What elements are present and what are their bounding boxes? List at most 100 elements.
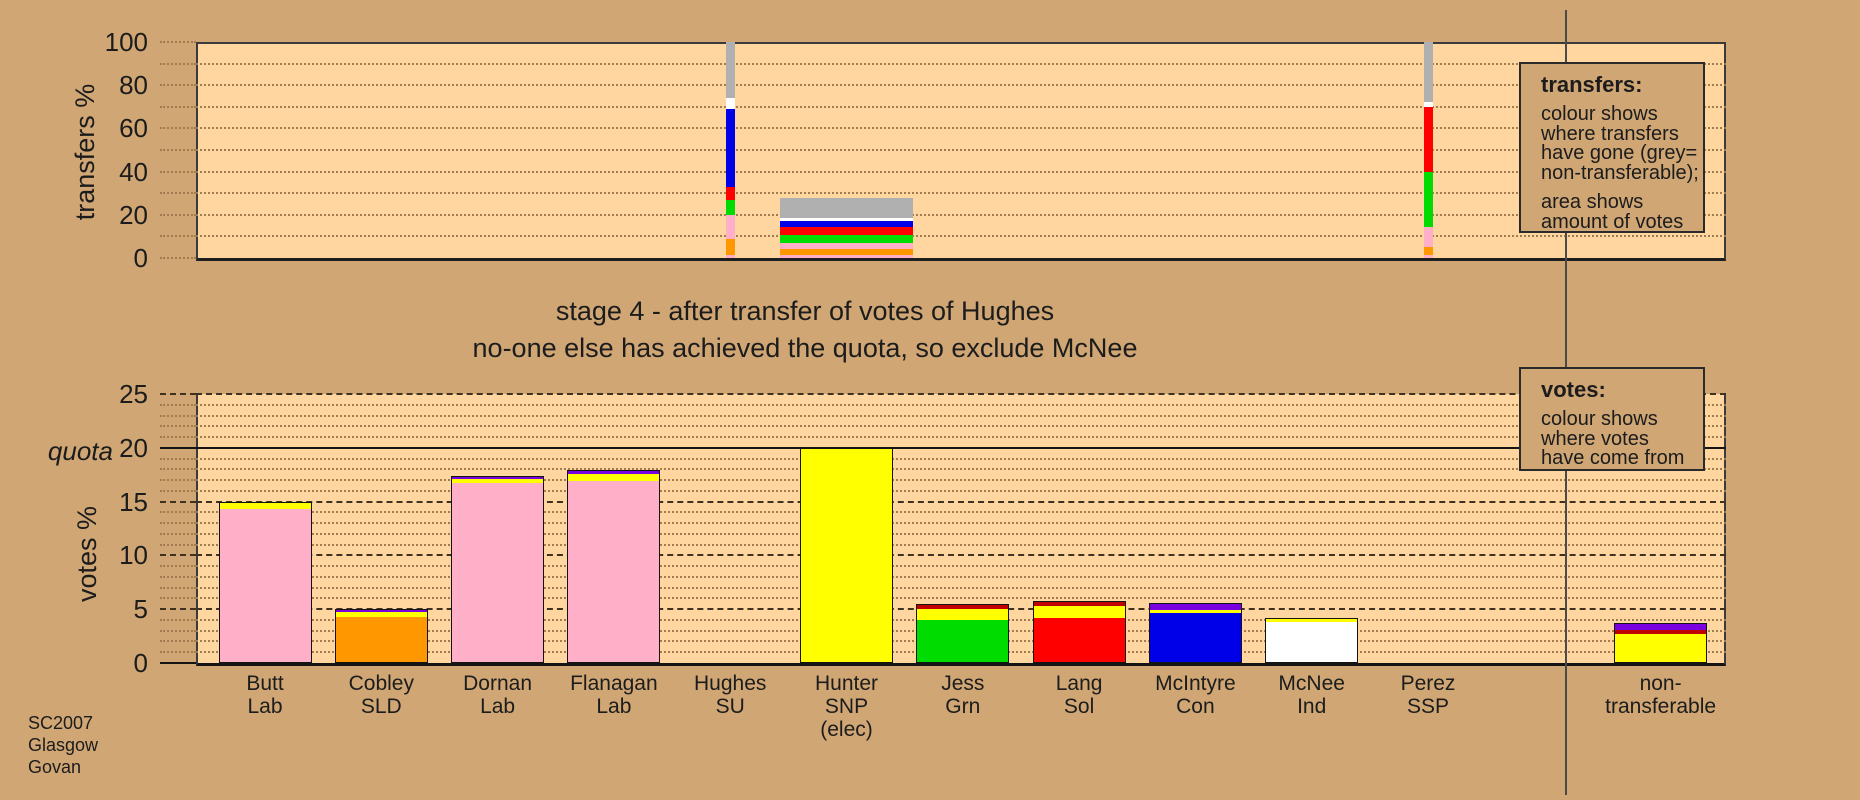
x-category-label-line: (elec) — [820, 718, 873, 741]
x-category-label-line: Flanagan — [570, 672, 658, 695]
gridline — [196, 425, 1726, 428]
x-category-label-line: Lang — [1055, 672, 1103, 695]
vote-bar-non-transferable — [1614, 623, 1708, 663]
axis-tick-mark — [160, 213, 196, 216]
vote-bar-Hunter — [800, 447, 893, 663]
x-category-label-line: SSP — [1406, 695, 1450, 718]
transfers-legend: transfers: colour shows where transfers ha… — [1519, 62, 1705, 233]
axis-tick-mark — [160, 629, 196, 632]
legend-text-line: colour shows — [1541, 408, 1658, 430]
axis-tick-mark — [160, 479, 196, 482]
election-id-text: SC2007 Glasgow Govan — [28, 712, 98, 778]
gridline — [196, 543, 1726, 546]
votes-legend-title: votes: — [1541, 377, 1606, 402]
bar-segment-mcnee — [1423, 102, 1433, 107]
x-category-label-dornan: Dornan Lab — [423, 672, 573, 718]
bar-segment-hughes — [1149, 603, 1241, 610]
x-category-label-line: Grn — [945, 695, 981, 718]
bar-segment-jess — [780, 235, 913, 243]
y-tick-label: 60 — [119, 113, 148, 144]
bar-segment-first-preferences — [568, 480, 660, 662]
gridline — [196, 84, 1726, 87]
y-tick-label: 20 — [119, 199, 148, 230]
axis-tick-mark — [160, 62, 196, 65]
bar-segment-first-preferences — [219, 508, 311, 662]
gridline — [196, 575, 1726, 578]
x-category-label-line: Lab — [480, 695, 516, 718]
bar-segment-lang — [725, 186, 735, 200]
bar-segment-first-preferences — [801, 448, 892, 662]
bar-segment-hughes — [568, 471, 660, 475]
bar-segment-non-transferable — [1423, 42, 1433, 103]
gridline — [196, 170, 1726, 173]
vote-bar-Flanagan — [567, 470, 661, 663]
axis-tick-mark — [160, 586, 196, 589]
axis-tick-mark — [160, 457, 196, 460]
legend-text-line: area shows — [1541, 191, 1644, 213]
x-category-label-line: Hughes — [693, 672, 767, 695]
axis-tick-mark — [160, 565, 196, 568]
legend-text-line: amount of votes — [1541, 210, 1684, 233]
gridline — [196, 235, 1726, 238]
x-category-label-line: Perez — [1400, 672, 1456, 695]
x-category-label-line: Jess — [941, 672, 985, 695]
x-category-label-line: Con — [1176, 695, 1215, 718]
axis-tick-mark — [160, 403, 196, 406]
axis-tick-mark — [160, 84, 196, 87]
bar-segment-cobley — [780, 249, 913, 255]
y-tick-label: 5 — [133, 594, 148, 625]
gridline — [196, 457, 1726, 460]
bar-segment-hughes — [335, 610, 427, 612]
gridline — [196, 489, 1726, 492]
gridline — [196, 192, 1726, 195]
gridline — [196, 500, 1726, 503]
vote-bar-Jess — [916, 604, 1010, 663]
election-id-line: SC2007 — [28, 713, 94, 733]
bar-segment-first-preferences — [1033, 618, 1125, 662]
bar-segment-dornan-flanagan — [1423, 226, 1433, 248]
bar-segment-dornan-flanagan — [780, 242, 913, 250]
gridline — [196, 414, 1726, 417]
bar-segment-mcintyre — [725, 108, 735, 187]
gridline — [196, 149, 1726, 151]
axis-tick-mark — [160, 511, 196, 514]
transfer-bar-Hughes — [725, 42, 735, 258]
transfer-bar-Perez — [1423, 42, 1433, 258]
x-category-label-line: SLD — [360, 695, 402, 718]
axis-tick-mark — [160, 393, 196, 395]
gridline — [196, 393, 1726, 395]
x-category-label-line: Lab — [596, 695, 632, 718]
bar-segment-cobley — [1423, 247, 1433, 255]
bar-segment-hunter-surplus — [1266, 618, 1358, 622]
axis-tick-mark — [160, 500, 196, 503]
x-category-label-line: SNP — [824, 695, 869, 718]
y-tick-label: 80 — [119, 70, 148, 101]
gridline — [196, 586, 1726, 589]
votes-legend-body: colour shows where votes have come from — [1541, 408, 1699, 469]
bar-segment-lang — [780, 226, 913, 236]
bar-segment-jess — [725, 199, 735, 215]
vote-bar-Cobley — [334, 609, 428, 663]
vote-bar-Butt — [218, 502, 312, 663]
vote-bar-Lang — [1032, 600, 1126, 663]
axis-tick-mark — [160, 127, 196, 130]
bar-segment-first-preferences — [917, 620, 1009, 662]
gridline — [196, 479, 1726, 482]
bar-segment-jess — [1423, 171, 1433, 227]
bar-segment-first-preferences — [1149, 613, 1241, 662]
y-tick-label: 25 — [119, 379, 148, 409]
legend-text-line: colour shows — [1541, 103, 1658, 125]
gridline — [196, 403, 1726, 406]
y-tick-label: 0 — [133, 648, 148, 678]
gridline — [196, 468, 1726, 471]
axis-tick-mark — [160, 597, 196, 600]
axis-tick-mark — [160, 235, 196, 238]
axis-tick-mark — [160, 257, 196, 259]
bar-segment-hunter-surplus — [219, 503, 311, 509]
stage-subtitle: no-one else has achieved the quota, so e… — [472, 333, 1138, 363]
gridline — [196, 565, 1726, 568]
bar-segment-hunter-surplus — [1615, 633, 1707, 662]
bar-segment-dornan-flanagan — [725, 214, 735, 239]
bar-segment-butt — [780, 254, 913, 258]
